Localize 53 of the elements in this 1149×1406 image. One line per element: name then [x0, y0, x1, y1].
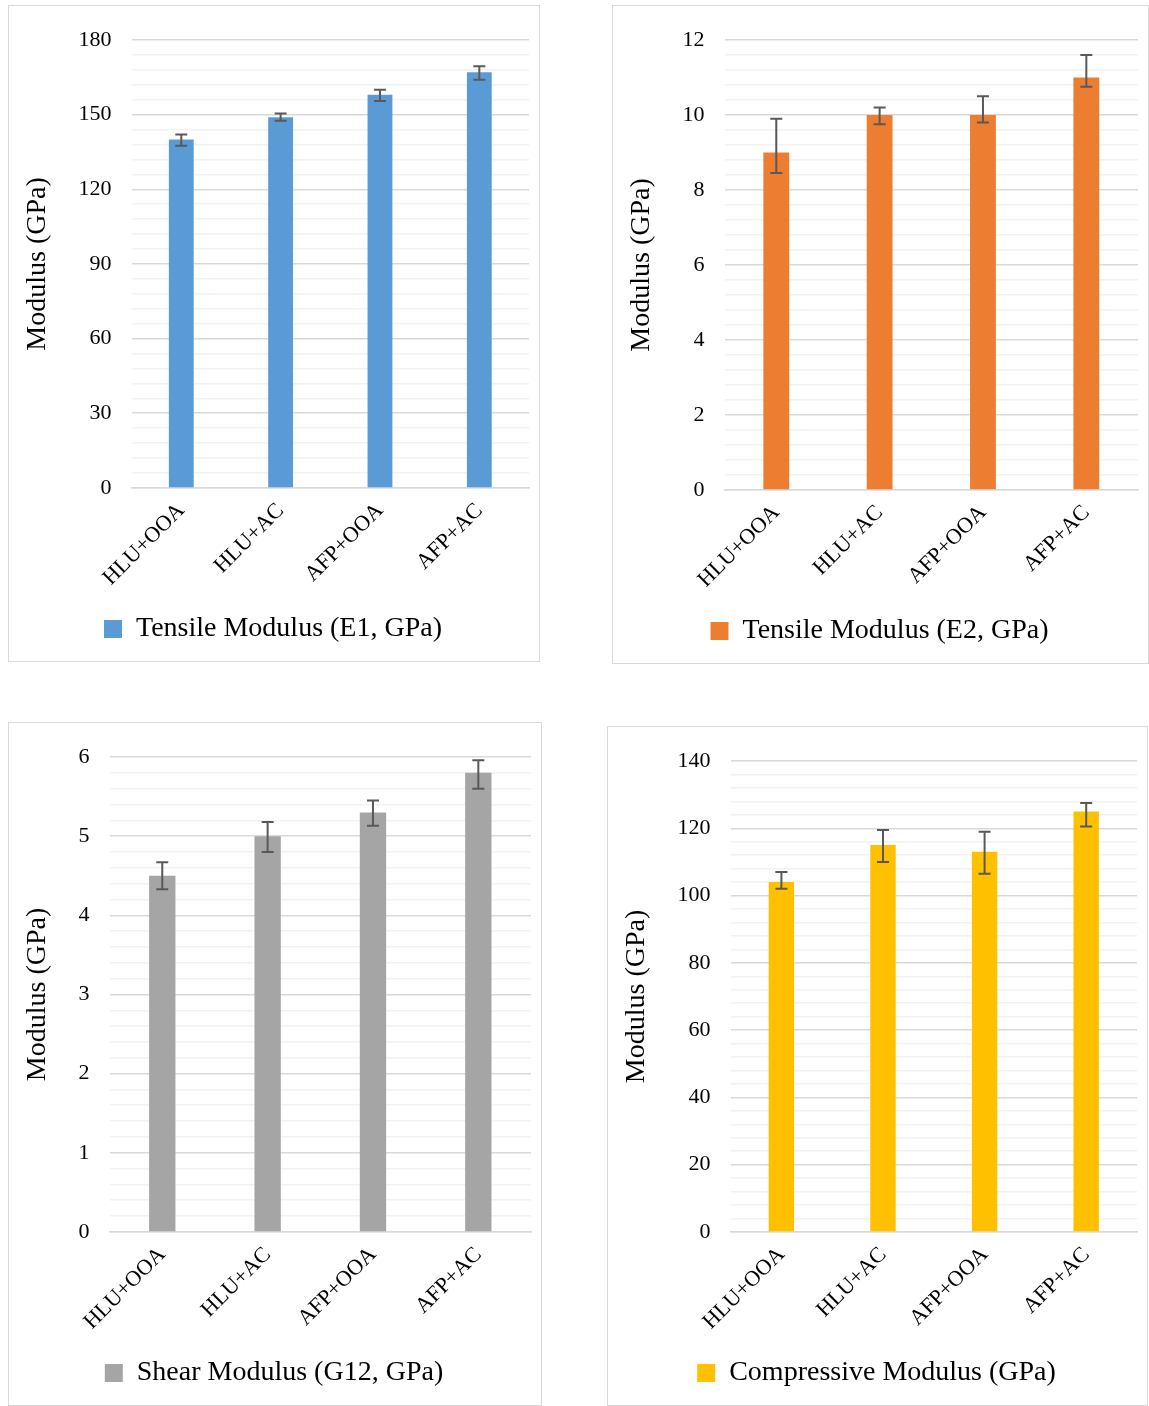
- bar: [971, 851, 998, 1232]
- y-tick-label: 10: [682, 100, 705, 126]
- y-tick-label: 120: [78, 175, 112, 201]
- y-tick-label: 6: [693, 250, 705, 276]
- y-tick-label: 0: [699, 1217, 711, 1243]
- y-tick-label: 8: [693, 175, 705, 201]
- bar: [359, 812, 387, 1232]
- legend-label: Tensile Modulus (E2, GPa): [742, 613, 1049, 645]
- bar: [763, 152, 790, 490]
- bar: [1073, 811, 1099, 1232]
- y-tick-label: 12: [682, 25, 705, 51]
- bar: [970, 114, 996, 490]
- y-axis-title: Modulus (GPa): [619, 909, 651, 1084]
- bar: [367, 94, 393, 488]
- y-tick-label: 140: [677, 746, 711, 772]
- bar: [1073, 77, 1100, 490]
- y-tick-label: 0: [100, 473, 112, 499]
- y-tick-label: 6: [78, 742, 90, 768]
- y-tick-label: 3: [78, 980, 90, 1006]
- y-tick-label: 0: [78, 1217, 90, 1243]
- y-tick-label: 2: [693, 400, 705, 426]
- y-tick-label: 180: [78, 25, 112, 51]
- y-tick-label: 0: [693, 475, 705, 501]
- y-tick-label: 120: [677, 814, 711, 840]
- y-tick-label: 1: [78, 1138, 90, 1164]
- y-tick-label: 30: [89, 399, 112, 425]
- bar: [870, 845, 896, 1232]
- y-tick-label: 80: [688, 948, 711, 974]
- bar: [465, 772, 492, 1232]
- y-tick-label: 5: [78, 821, 90, 847]
- y-tick-label: 60: [688, 1015, 711, 1041]
- bar: [254, 836, 281, 1232]
- bar: [866, 114, 893, 490]
- y-tick-label: 60: [89, 324, 112, 350]
- y-tick-label: 40: [688, 1083, 711, 1109]
- legend-label: Shear Modulus (G12, GPa): [136, 1355, 444, 1387]
- y-axis-title: Modulus (GPa): [20, 907, 52, 1082]
- legend-label: Tensile Modulus (E1, GPa): [136, 611, 443, 643]
- y-tick-label: 4: [693, 325, 705, 351]
- y-axis-title: Modulus (GPa): [624, 178, 656, 352]
- y-tick-label: 100: [677, 881, 711, 907]
- y-axis-title: Modulus (GPa): [20, 177, 52, 351]
- y-tick-label: 2: [78, 1059, 90, 1085]
- y-tick-label: 4: [78, 901, 90, 927]
- y-tick-label: 90: [89, 249, 112, 275]
- bar: [768, 882, 795, 1232]
- bar: [466, 72, 492, 488]
- bar: [268, 117, 294, 488]
- bar: [149, 875, 176, 1232]
- legend-label: Compressive Modulus (GPa): [729, 1355, 1056, 1387]
- y-tick-label: 150: [78, 100, 112, 126]
- y-tick-label: 20: [688, 1150, 711, 1176]
- bar: [168, 139, 194, 488]
